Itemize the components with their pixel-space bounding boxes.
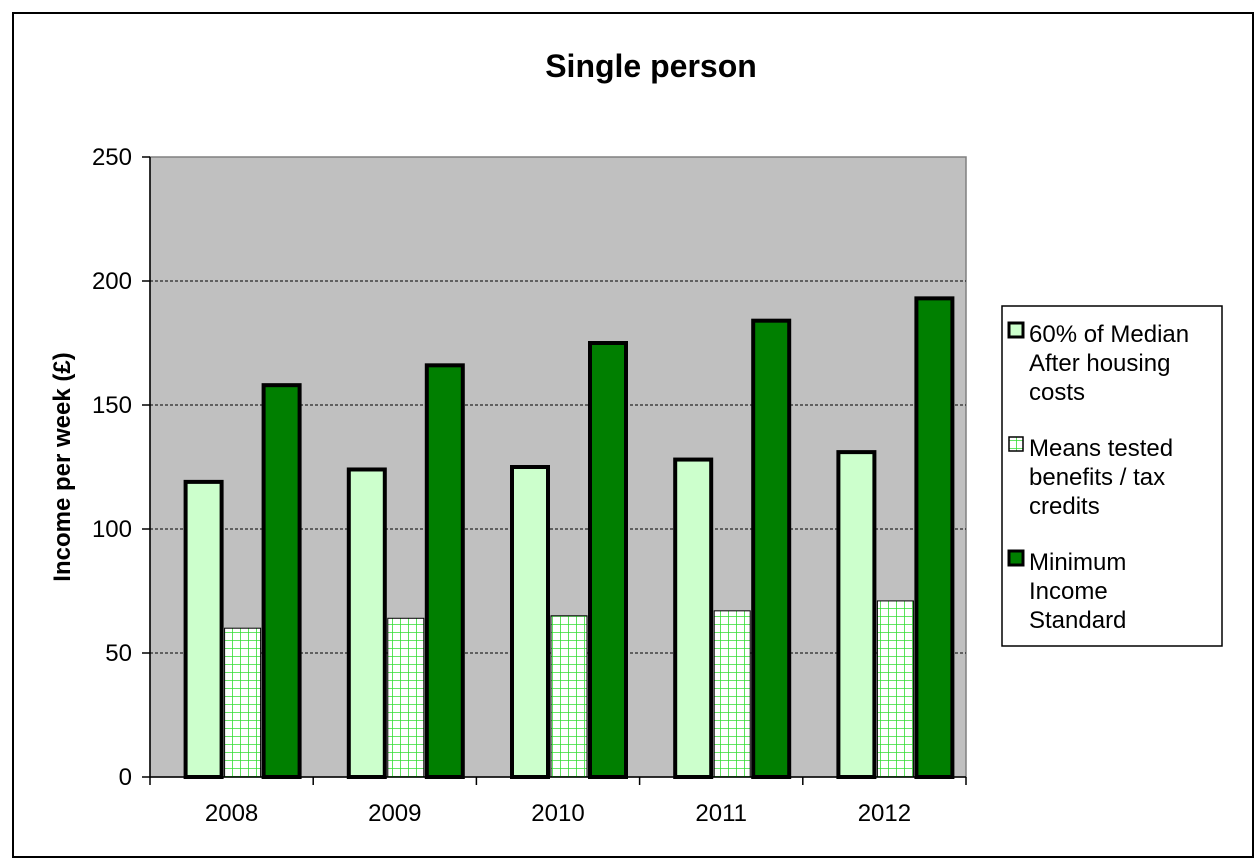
axes — [149, 157, 966, 778]
bar-means-tested-2012 — [876, 600, 914, 778]
y-tick-label: 100 — [92, 516, 132, 543]
legend-label: Minimum Income Standard — [1029, 549, 1126, 634]
bar-median-60-2009 — [346, 467, 387, 779]
y-tick-label: 150 — [92, 392, 132, 419]
y-tick-label: 0 — [119, 764, 132, 791]
bar-means-tested-2009 — [387, 617, 425, 778]
bar-means-tested-2011 — [713, 610, 751, 778]
bar-minimum-income-2011 — [751, 318, 792, 779]
x-tick-label: 2009 — [368, 800, 421, 827]
y-tick-label: 50 — [105, 640, 132, 667]
y-tick-label: 200 — [92, 268, 132, 295]
bar-minimum-income-2010 — [588, 341, 628, 779]
x-axis-ticks: 2008 2009 2010 2011 2012 — [149, 777, 967, 827]
legend-swatch — [1007, 549, 1025, 567]
legend-swatch — [1008, 436, 1024, 452]
chart-title: Single person — [545, 48, 757, 84]
bar-minimum-income-2009 — [424, 363, 465, 779]
bar-means-tested-2008 — [224, 627, 262, 778]
legend-label: 60% of Median After housing costs — [1029, 321, 1189, 406]
bar-minimum-income-2008 — [261, 383, 302, 779]
x-tick-label: 2012 — [858, 800, 911, 827]
bar-minimum-income-2012 — [914, 296, 955, 779]
legend-label: Means tested benefits / tax credits — [1029, 435, 1173, 520]
y-axis-label: Income per week (£) — [49, 352, 76, 581]
x-tick-label: 2008 — [205, 800, 258, 827]
bar-means-tested-2010 — [550, 615, 588, 778]
y-axis-ticks: 0 50 100 150 200 250 — [92, 144, 150, 791]
bar-median-60-2008 — [183, 479, 224, 779]
legend: 60% of Median After housing costs Means tes… — [1001, 305, 1223, 647]
x-tick-label: 2010 — [531, 800, 584, 827]
bar-median-60-2010 — [510, 465, 550, 779]
x-tick-label: 2011 — [695, 800, 747, 827]
legend-swatch — [1007, 321, 1025, 339]
legend-box — [1001, 305, 1223, 647]
bar-median-60-2011 — [673, 457, 714, 779]
bar-median-60-2012 — [836, 450, 877, 779]
bars — [183, 296, 955, 779]
y-tick-label: 250 — [92, 144, 132, 171]
